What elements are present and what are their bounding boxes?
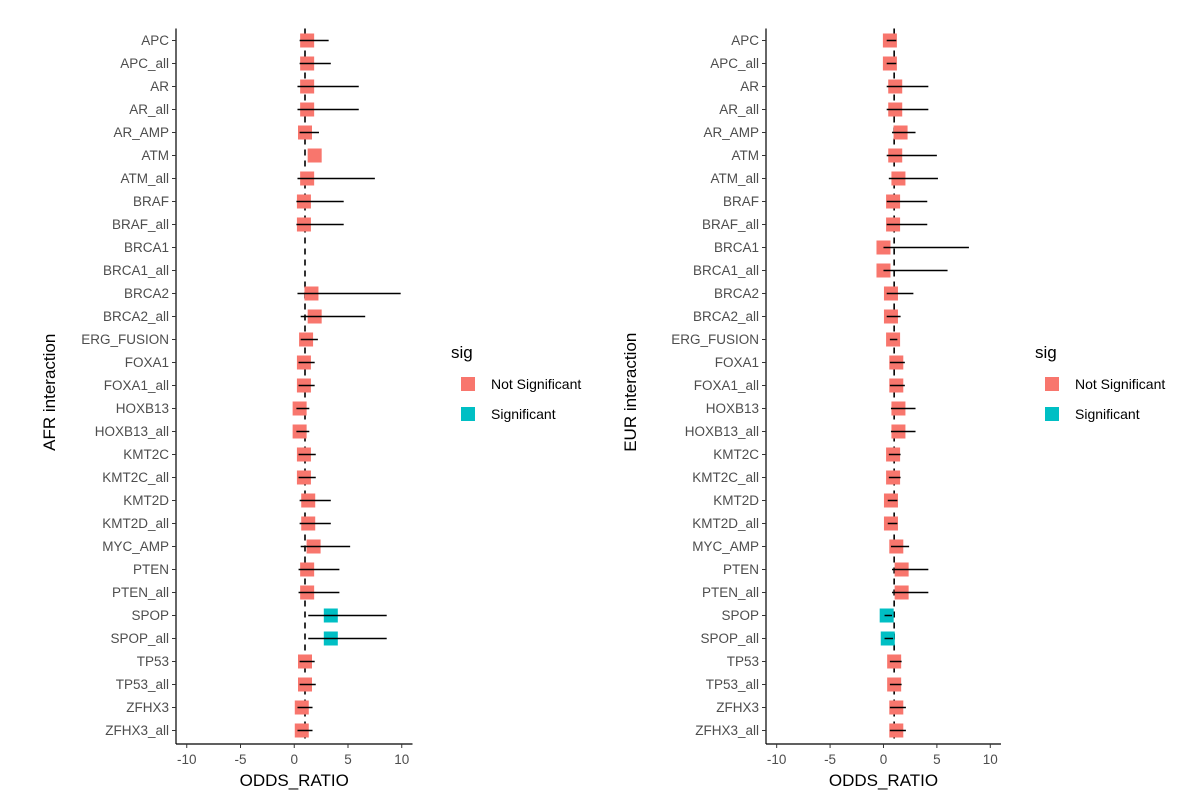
y-tick-label: PTEN <box>133 562 169 577</box>
legend-label: Not Significant <box>1075 376 1165 392</box>
y-tick-label: BRCA1 <box>124 240 169 255</box>
y-tick-label: BRAF_all <box>702 217 759 232</box>
y-tick-label: KMT2C <box>123 447 169 462</box>
y-tick-label: BRAF_all <box>112 217 169 232</box>
y-tick-label: KMT2D_all <box>692 516 759 531</box>
y-tick-label: HOXB13_all <box>95 424 169 439</box>
y-tick-label: AR_AMP <box>113 125 169 140</box>
y-tick-label: TP53_all <box>116 677 169 692</box>
y-tick-label: ZFHX3_all <box>105 723 169 738</box>
y-tick-label: APC <box>731 33 759 48</box>
y-tick-label: ATM <box>732 148 760 163</box>
y-tick-label: ERG_FUSION <box>671 332 759 347</box>
y-tick-label: SPOP <box>721 608 759 623</box>
y-tick-label: BRCA2 <box>124 286 169 301</box>
y-tick-label: ERG_FUSION <box>81 332 169 347</box>
y-axis-title: EUR interaction <box>621 333 640 452</box>
y-tick-label: KMT2C_all <box>692 470 759 485</box>
y-tick-label: FOXA1_all <box>694 378 759 393</box>
y-tick-label: BRCA1_all <box>103 263 169 278</box>
y-tick-label: BRAF <box>723 194 759 209</box>
legend-label: Significant <box>491 406 556 422</box>
y-tick-label: ATM_all <box>710 171 759 186</box>
y-tick-label: APC_all <box>710 56 759 71</box>
y-tick-label: KMT2D_all <box>102 516 169 531</box>
y-tick-label: MYC_AMP <box>692 539 759 554</box>
x-axis-title: ODDS_RATIO <box>240 771 349 790</box>
y-tick-label: TP53 <box>727 654 759 669</box>
y-tick-label: MYC_AMP <box>102 539 169 554</box>
x-tick-label: 10 <box>394 752 409 767</box>
odds-ratio-point <box>307 148 322 163</box>
y-tick-label: BRCA2_all <box>693 309 759 324</box>
y-tick-label: HOXB13 <box>706 401 759 416</box>
x-tick-label: 0 <box>290 752 298 767</box>
y-tick-label: SPOP_all <box>110 631 169 646</box>
y-tick-label: SPOP_all <box>700 631 759 646</box>
y-tick-label: AR_all <box>129 102 169 117</box>
legend-swatch <box>1045 377 1059 391</box>
y-tick-label: AR_AMP <box>703 125 759 140</box>
legend-label: Significant <box>1075 406 1140 422</box>
legend-swatch <box>461 377 475 391</box>
y-tick-label: PTEN_all <box>702 585 759 600</box>
y-tick-label: ZFHX3 <box>716 700 759 715</box>
y-tick-label: SPOP <box>131 608 169 623</box>
y-tick-label: TP53 <box>137 654 169 669</box>
y-tick-label: FOXA1 <box>125 355 169 370</box>
y-tick-label: AR <box>740 79 759 94</box>
x-tick-label: 5 <box>933 752 941 767</box>
x-tick-label: -5 <box>234 752 246 767</box>
y-tick-label: BRCA2_all <box>103 309 169 324</box>
y-tick-label: KMT2D <box>123 493 169 508</box>
y-tick-label: BRAF <box>133 194 169 209</box>
x-tick-label: -10 <box>767 752 787 767</box>
x-tick-label: 0 <box>880 752 888 767</box>
y-tick-label: AR_all <box>719 102 759 117</box>
y-tick-label: ATM_all <box>120 171 169 186</box>
x-tick-label: 10 <box>983 752 998 767</box>
y-tick-label: KMT2C <box>713 447 759 462</box>
y-tick-label: BRCA1_all <box>693 263 759 278</box>
y-tick-label: PTEN <box>723 562 759 577</box>
y-tick-label: APC <box>141 33 169 48</box>
y-tick-label: PTEN_all <box>112 585 169 600</box>
y-tick-label: BRCA2 <box>714 286 759 301</box>
y-axis-title: AFR interaction <box>40 334 59 451</box>
x-tick-label: -5 <box>824 752 836 767</box>
x-tick-label: 5 <box>344 752 352 767</box>
x-axis-title: ODDS_RATIO <box>829 771 938 790</box>
legend-title: sig <box>1035 343 1057 362</box>
y-tick-label: HOXB13 <box>116 401 169 416</box>
legend-swatch <box>461 407 475 421</box>
y-tick-label: HOXB13_all <box>685 424 759 439</box>
y-tick-label: KMT2D <box>713 493 759 508</box>
x-tick-label: -10 <box>177 752 197 767</box>
y-tick-label: ATM <box>142 148 170 163</box>
y-tick-label: FOXA1 <box>715 355 759 370</box>
y-tick-label: ZFHX3 <box>126 700 169 715</box>
y-tick-label: BRCA1 <box>714 240 759 255</box>
legend-swatch <box>1045 407 1059 421</box>
y-tick-label: TP53_all <box>706 677 759 692</box>
y-tick-label: ZFHX3_all <box>695 723 759 738</box>
y-tick-label: KMT2C_all <box>102 470 169 485</box>
y-tick-label: AR <box>150 79 169 94</box>
legend-label: Not Significant <box>491 376 581 392</box>
y-tick-label: APC_all <box>120 56 169 71</box>
y-tick-label: FOXA1_all <box>104 378 169 393</box>
legend-title: sig <box>451 343 473 362</box>
